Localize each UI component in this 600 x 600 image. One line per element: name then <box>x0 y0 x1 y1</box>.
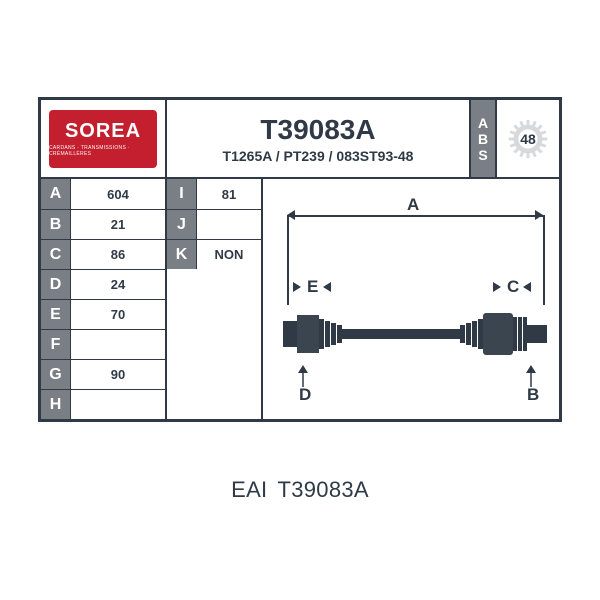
spec-key: C <box>41 240 71 269</box>
brand-name: SOREA <box>65 120 141 143</box>
spec-table-left: A604B21C86D24E70FG90H <box>41 179 167 419</box>
arrow-up-icon <box>521 365 541 387</box>
body-row: A604B21C86D24E70FG90H I81JKNON A E C <box>41 179 559 419</box>
header-row: SOREA CARDANS · TRANSMISSIONS · CRÉMAILL… <box>41 100 559 179</box>
dim-label-d: D <box>299 385 311 405</box>
spec-row: I81 <box>167 179 261 209</box>
arrow-up-icon <box>293 365 313 387</box>
spec-key: J <box>167 210 197 239</box>
dim-label-a: A <box>407 195 419 215</box>
spec-value: 90 <box>71 360 165 389</box>
spec-row <box>167 359 261 389</box>
arrow-left-icon <box>323 282 331 292</box>
spec-row <box>167 269 261 299</box>
spec-row: A604 <box>41 179 165 209</box>
spec-key: E <box>41 300 71 329</box>
arrow-right-icon <box>493 282 501 292</box>
spec-value: 81 <box>197 179 261 209</box>
spec-sheet-frame: SOREA CARDANS · TRANSMISSIONS · CRÉMAILL… <box>38 97 562 422</box>
spec-row: D24 <box>41 269 165 299</box>
abs-value-cell: 48 <box>497 100 559 177</box>
driveshaft-icon <box>283 299 547 369</box>
spec-key: B <box>41 210 71 239</box>
dim-line-a <box>287 215 543 217</box>
spec-key: I <box>167 179 197 209</box>
dim-label-c: C <box>507 277 519 297</box>
spec-row: C86 <box>41 239 165 269</box>
spec-value <box>71 390 165 419</box>
title-cell: T39083A T1265A / PT239 / 083ST93-48 <box>167 100 471 177</box>
dim-label-e: E <box>307 277 318 297</box>
spec-value: NON <box>197 240 261 269</box>
abs-label-char: B <box>478 131 488 147</box>
abs-teeth-count: 48 <box>520 131 536 147</box>
spec-key: G <box>41 360 71 389</box>
spec-key: D <box>41 270 71 299</box>
spec-key: K <box>167 240 197 269</box>
caption: EAI T39083A <box>231 477 369 503</box>
spec-row: G90 <box>41 359 165 389</box>
dim-label-b: B <box>527 385 539 405</box>
part-alt-refs: T1265A / PT239 / 083ST93-48 <box>223 148 414 164</box>
dim-ext <box>543 215 545 305</box>
spec-value: 86 <box>71 240 165 269</box>
part-main-ref: T39083A <box>260 114 375 146</box>
spec-row <box>167 389 261 419</box>
spec-row: F <box>41 329 165 359</box>
spec-value: 21 <box>71 210 165 239</box>
abs-label-column: A B S <box>471 100 497 177</box>
spec-row <box>167 299 261 329</box>
technical-diagram: A E C <box>263 179 559 419</box>
spec-value: 604 <box>71 179 165 209</box>
spec-table-right: I81JKNON <box>167 179 263 419</box>
brand-logo: SOREA CARDANS · TRANSMISSIONS · CRÉMAILL… <box>49 110 157 168</box>
spec-row: E70 <box>41 299 165 329</box>
caption-brand: EAI <box>231 477 267 503</box>
spec-value: 24 <box>71 270 165 299</box>
abs-label-char: S <box>478 147 487 163</box>
spec-value <box>197 210 261 239</box>
spec-row: H <box>41 389 165 419</box>
logo-cell: SOREA CARDANS · TRANSMISSIONS · CRÉMAILL… <box>41 100 167 177</box>
dim-ext <box>287 215 289 305</box>
spec-row: KNON <box>167 239 261 269</box>
arrow-right-icon <box>535 210 543 220</box>
spec-row: J <box>167 209 261 239</box>
brand-tagline: CARDANS · TRANSMISSIONS · CRÉMAILLÈRES <box>49 145 157 157</box>
spec-key: A <box>41 179 71 209</box>
spec-key: H <box>41 390 71 419</box>
spec-row <box>167 329 261 359</box>
spec-key: F <box>41 330 71 359</box>
spec-value <box>71 330 165 359</box>
spec-value: 70 <box>71 300 165 329</box>
arrow-left-icon <box>523 282 531 292</box>
caption-ref: T39083A <box>277 477 368 503</box>
arrow-right-icon <box>293 282 301 292</box>
spec-row: B21 <box>41 209 165 239</box>
abs-label-char: A <box>478 115 488 131</box>
